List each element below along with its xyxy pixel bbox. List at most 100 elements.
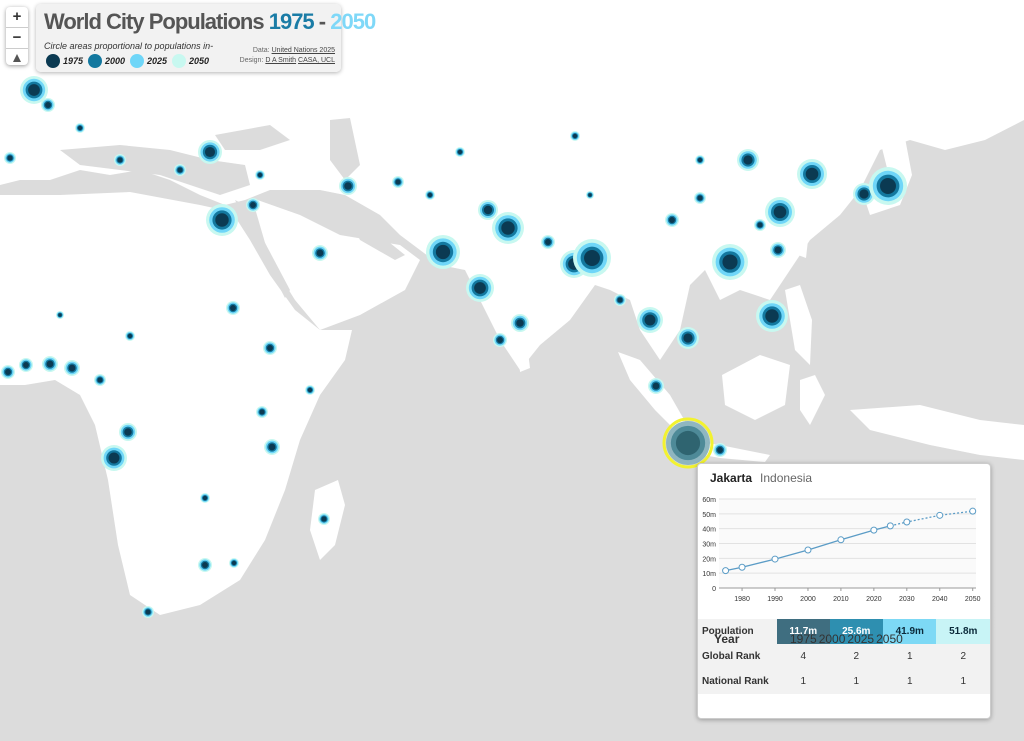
city-circle[interactable] xyxy=(68,364,76,372)
highlight[interactable] xyxy=(662,417,714,469)
city-circle[interactable] xyxy=(215,213,229,227)
city-circle[interactable] xyxy=(683,333,693,343)
zoom-out[interactable]: − xyxy=(6,28,28,49)
city-circle[interactable] xyxy=(774,246,782,254)
city-circle[interactable] xyxy=(202,562,208,568)
legend-label: 1975 xyxy=(63,56,84,66)
header-cell: 2000 xyxy=(818,631,846,646)
y-tick-label: 60m xyxy=(702,497,716,504)
city-circle[interactable] xyxy=(259,409,265,415)
value-cell: 1 xyxy=(800,676,807,687)
value-cell: 41.9m xyxy=(883,619,937,644)
x-tick-label: 2010 xyxy=(833,596,849,603)
city-circle[interactable] xyxy=(268,443,276,451)
city-circle[interactable] xyxy=(457,149,463,155)
city-circle[interactable] xyxy=(773,205,787,219)
city-circle[interactable] xyxy=(765,309,779,323)
city-circle[interactable] xyxy=(46,360,54,368)
value-cell: 25.6m xyxy=(829,619,883,644)
city-circle[interactable] xyxy=(124,428,132,436)
city-circle[interactable] xyxy=(516,319,524,327)
legend-swatch xyxy=(88,54,102,68)
city-circle[interactable] xyxy=(859,189,869,199)
subtitle: Circle areas proportional to populations… xyxy=(44,41,214,51)
city-circle[interactable] xyxy=(108,452,120,464)
city-circle[interactable] xyxy=(5,369,11,375)
city-circle[interactable] xyxy=(250,202,256,208)
city-circle[interactable] xyxy=(652,382,660,390)
city-circle[interactable] xyxy=(230,305,236,311)
city-circle[interactable] xyxy=(307,387,313,393)
city-circle[interactable] xyxy=(743,155,753,165)
city-circle[interactable] xyxy=(697,195,703,201)
city-circle[interactable] xyxy=(644,314,656,326)
city-circle[interactable] xyxy=(45,102,51,108)
city-popup: Jakarta Indonesia 0 10m 20m 30m 40m 50m 60m 1980… xyxy=(697,463,991,719)
selected-city-ring[interactable] xyxy=(662,417,714,469)
city-circle[interactable] xyxy=(127,333,133,339)
data-point xyxy=(837,536,845,544)
zoom-in[interactable]: + xyxy=(6,7,28,28)
north-icon xyxy=(13,54,21,62)
city-circle[interactable] xyxy=(117,157,123,163)
value-cell: 1 xyxy=(960,676,967,687)
city-circle[interactable] xyxy=(145,609,151,615)
y-tick-label: 0 xyxy=(712,586,716,593)
city-circle[interactable] xyxy=(722,254,738,270)
city-circle[interactable] xyxy=(7,155,13,161)
data-point xyxy=(886,522,894,530)
city-circle[interactable] xyxy=(474,282,486,294)
legend-label: 2000 xyxy=(105,56,126,66)
city-circle[interactable] xyxy=(316,249,324,257)
city-circle[interactable] xyxy=(267,345,273,351)
credit-link[interactable]: United Nations 2025 xyxy=(271,47,335,54)
row-label: National Rank xyxy=(702,676,769,687)
city-circle[interactable] xyxy=(588,193,592,197)
city-circle[interactable] xyxy=(321,516,327,522)
city-circle[interactable] xyxy=(880,178,896,194)
city-circle[interactable] xyxy=(435,244,451,260)
legend-label: 2050 xyxy=(189,56,210,66)
city-circle[interactable] xyxy=(202,495,208,501)
city-circle[interactable] xyxy=(545,239,551,245)
city-circle[interactable] xyxy=(669,217,675,223)
city-circle[interactable] xyxy=(344,182,352,190)
selected-city-circle[interactable] xyxy=(675,430,701,456)
legend-swatch xyxy=(46,54,60,68)
legend-panel: World City Populations 1975 - 2050 Circl… xyxy=(36,4,376,72)
table-row: National Rank 1 1 1 1 xyxy=(698,669,990,694)
city-circle[interactable] xyxy=(584,250,600,266)
legend-swatch xyxy=(172,54,186,68)
city-circle[interactable] xyxy=(572,133,578,139)
line-projected xyxy=(890,510,973,527)
city-circle[interactable] xyxy=(395,179,401,185)
city-circle[interactable] xyxy=(757,222,763,228)
city-circle[interactable] xyxy=(617,297,623,303)
x-tick-label: 2050 xyxy=(965,596,981,603)
city-circle[interactable] xyxy=(97,377,103,383)
city-circle[interactable] xyxy=(58,313,62,317)
reset-north[interactable] xyxy=(6,49,28,65)
city-circle[interactable] xyxy=(697,157,703,163)
city-circle[interactable] xyxy=(257,172,263,178)
table-row: Global Rank 4 2 1 2 xyxy=(698,644,990,669)
city-circle[interactable] xyxy=(77,125,83,131)
city-circle[interactable] xyxy=(717,447,723,453)
city-circle[interactable] xyxy=(23,362,29,368)
city-circle[interactable] xyxy=(427,192,433,198)
city-circle[interactable] xyxy=(805,167,819,181)
city-circle[interactable] xyxy=(177,167,183,173)
city-circle[interactable] xyxy=(231,560,237,566)
data-point xyxy=(771,555,779,563)
city-circle[interactable] xyxy=(483,205,493,215)
credit-design: Design: D A Smith CASA, UCL xyxy=(240,57,335,64)
city-circle[interactable] xyxy=(28,84,40,96)
credit-link[interactable]: D A Smith xyxy=(265,57,297,64)
value-cell: 11.7m xyxy=(777,619,830,644)
credit-link[interactable]: CASA, UCL xyxy=(298,57,335,64)
city-circle[interactable] xyxy=(501,221,515,235)
city-circle[interactable] xyxy=(497,337,503,343)
city-circle[interactable] xyxy=(204,146,216,158)
